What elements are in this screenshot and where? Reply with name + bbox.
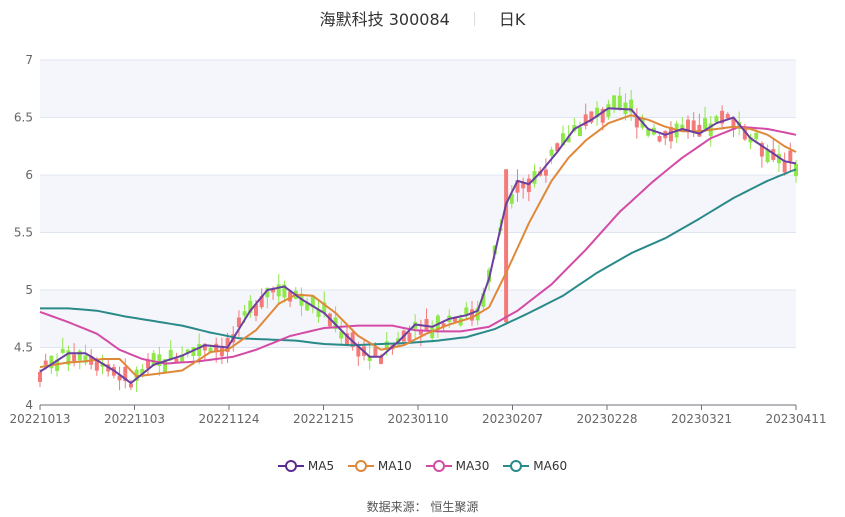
- svg-text:4: 4: [25, 398, 33, 412]
- ma30-line: [39, 125, 797, 365]
- svg-text:20221013: 20221013: [9, 412, 70, 426]
- stock-name: 海默科技 300084: [319, 10, 450, 29]
- svg-text:20221124: 20221124: [198, 412, 259, 426]
- legend-line-circle-icon: [425, 460, 452, 472]
- svg-text:20221103: 20221103: [104, 412, 165, 426]
- svg-text:5: 5: [25, 283, 33, 297]
- legend-item-ma10[interactable]: MA10: [347, 459, 412, 473]
- ma10-line: [39, 114, 797, 378]
- svg-text:20230207: 20230207: [482, 412, 543, 426]
- svg-text:20221215: 20221215: [293, 412, 354, 426]
- svg-text:7: 7: [25, 53, 33, 67]
- svg-text:5.5: 5.5: [14, 226, 33, 240]
- svg-text:6: 6: [25, 168, 33, 182]
- ma60-line: [40, 168, 797, 347]
- legend-item-ma30[interactable]: MA30: [425, 459, 489, 473]
- ma5-line: [39, 107, 797, 385]
- svg-text:6.5: 6.5: [14, 111, 33, 125]
- legend-item-ma60[interactable]: MA60: [503, 459, 567, 473]
- svg-text:4.5: 4.5: [14, 341, 33, 355]
- svg-text:20230411: 20230411: [765, 412, 826, 426]
- svg-text:20230110: 20230110: [387, 412, 448, 426]
- legend-line-circle-icon: [277, 460, 304, 472]
- data-source: 数据来源： 恒生聚源: [366, 500, 479, 514]
- legend: MA5 MA10 MA30 MA60: [0, 459, 845, 473]
- svg-text:20230321: 20230321: [671, 412, 732, 426]
- candlestick-chart[interactable]: 4 4.5 5 5.5 6 6.5 7 20221013 20221103 20221124 202…: [0, 0, 845, 440]
- period-label: 日K: [498, 10, 526, 29]
- svg-text:20230228: 20230228: [576, 412, 637, 426]
- title-separator: [473, 12, 475, 26]
- chart-title: 海默科技 300084 日K: [0, 6, 845, 30]
- legend-line-circle-icon: [347, 460, 374, 472]
- legend-item-ma5[interactable]: MA5: [277, 459, 334, 473]
- legend-line-circle-icon: [503, 460, 530, 472]
